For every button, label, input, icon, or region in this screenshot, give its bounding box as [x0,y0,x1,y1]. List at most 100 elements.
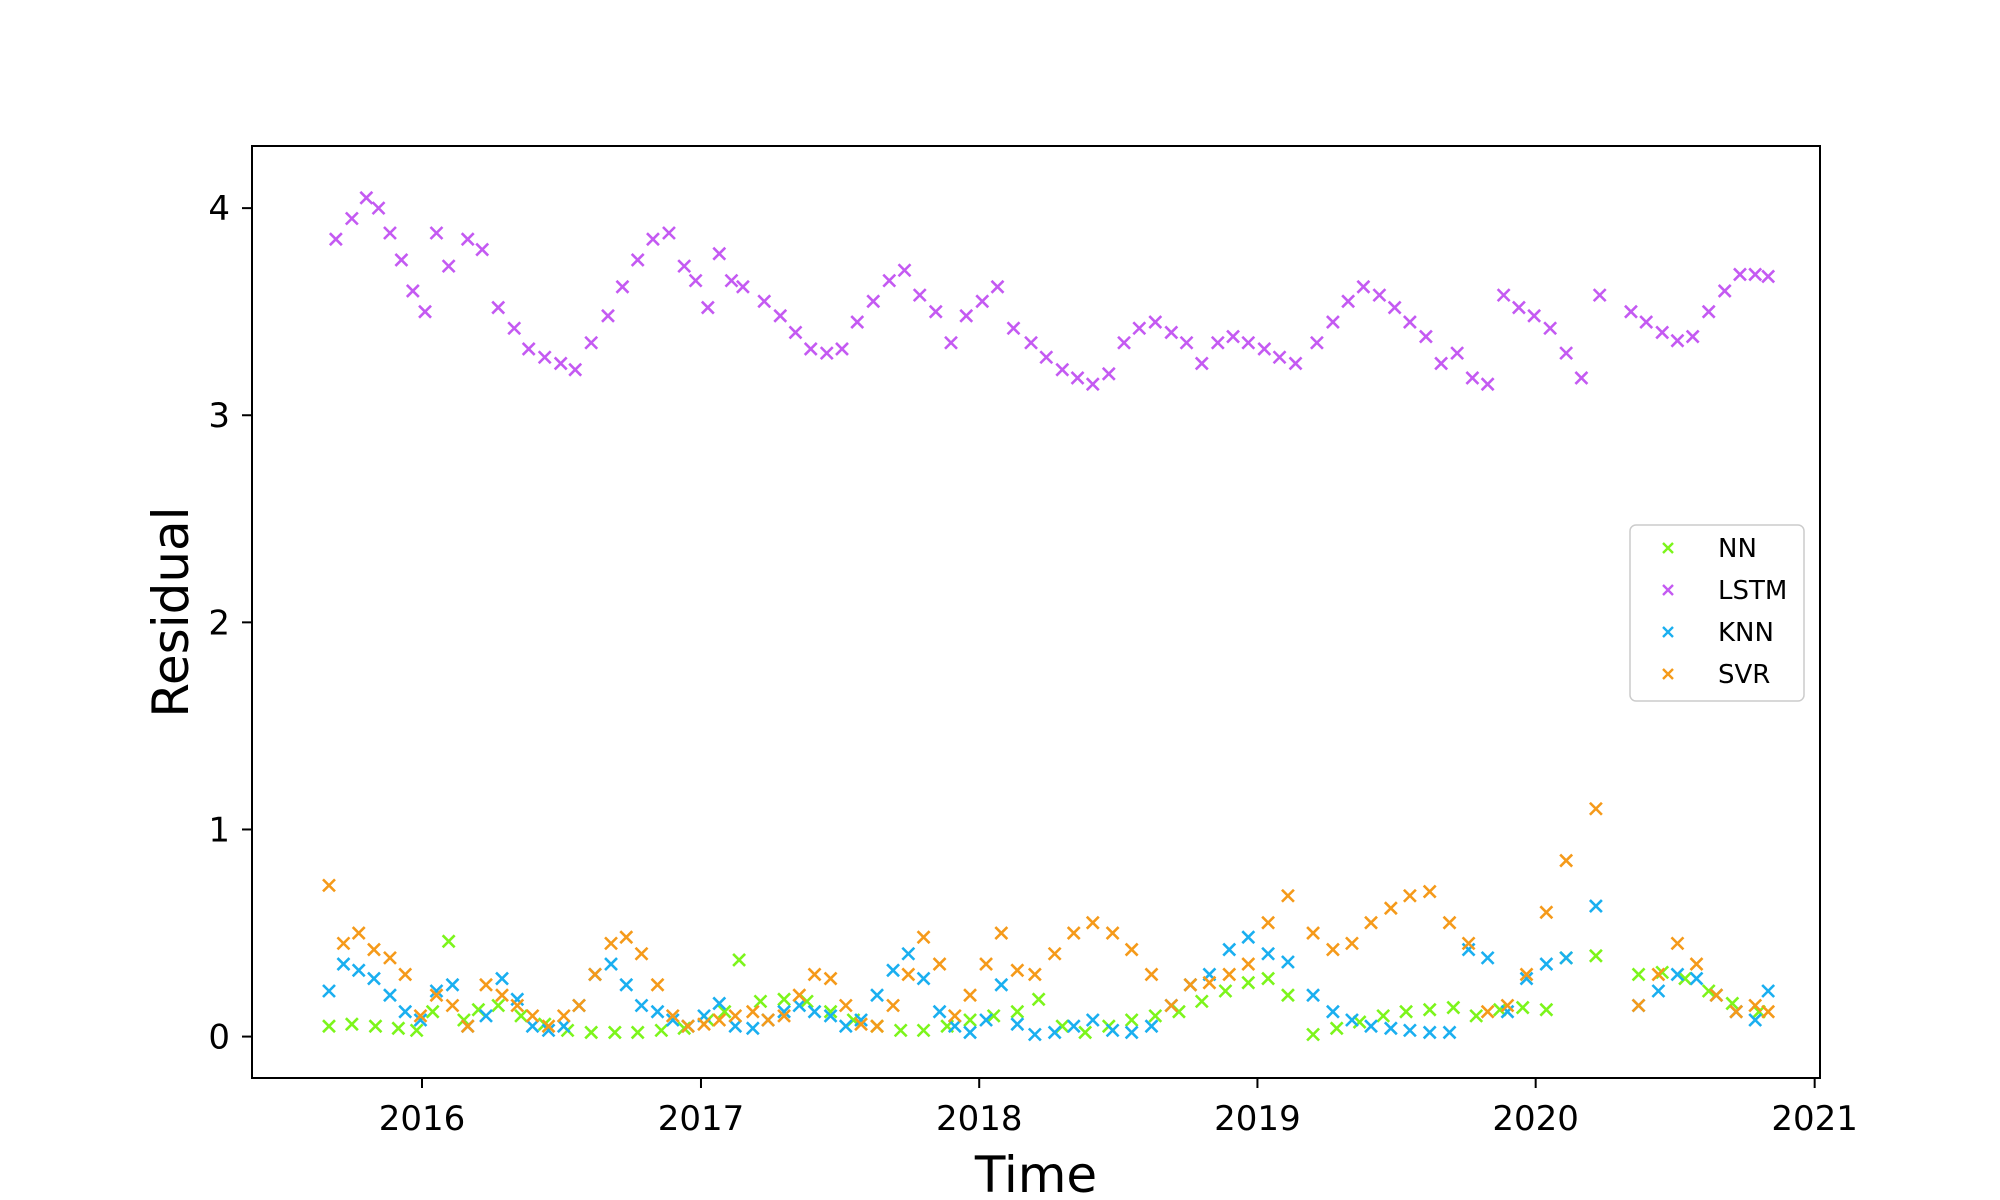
point-svr [1761,1004,1776,1019]
point-lstm [1418,329,1433,344]
point-lstm [1101,366,1116,381]
point-svr [1144,967,1159,982]
point-svr [947,1008,962,1023]
point-nn [344,1017,359,1032]
point-knn [1670,967,1685,982]
point-svr [823,971,838,986]
legend-marker-lstm [1662,584,1674,596]
point-svr [495,988,509,1003]
point-knn [1588,899,1603,914]
point-lstm [601,308,615,323]
point-knn [1539,957,1554,972]
point-knn [1651,984,1666,998]
point-nn [823,1004,838,1019]
legend-label-lstm: LSTM [1718,576,1787,606]
x-tick-label: 2018 [936,1099,1023,1139]
point-svr [1422,884,1437,899]
point-svr [1066,926,1081,940]
point-svr [979,957,993,972]
point-lstm [1132,321,1147,336]
point-svr [398,967,413,982]
point-knn [1124,1025,1139,1040]
point-knn [994,977,1009,992]
point-lstm [491,300,506,315]
point-knn [745,1021,760,1036]
point-knn [901,946,916,961]
point-svr [870,1019,884,1034]
point-svr [1124,942,1139,957]
point-lstm [688,273,703,288]
point-svr [1281,888,1295,903]
point-svr [1202,975,1217,990]
point-lstm [677,259,692,274]
point-knn [525,1019,540,1034]
point-lstm [1055,362,1070,377]
y-tick-label: 0 [208,1018,230,1058]
point-lstm [1387,300,1402,315]
point-lstm [662,226,676,240]
point-lstm [803,342,818,356]
point-svr [619,930,634,945]
point-knn [322,984,336,998]
point-svr [1559,853,1574,868]
point-lstm [866,294,881,309]
point-lstm [912,288,927,303]
point-svr [1010,963,1025,978]
point-svr [588,967,602,982]
point-svr [1085,915,1100,930]
point-nn [441,934,456,949]
point-lstm [1309,335,1324,350]
point-knn [807,1004,822,1019]
point-svr [1364,915,1378,930]
point-svr [697,1017,711,1032]
point-svr [510,998,525,1013]
point-lstm [1226,329,1240,344]
point-lstm [371,201,386,216]
point-lstm [1085,377,1100,392]
point-nn [1376,1008,1391,1023]
point-lstm [1210,335,1225,350]
point-lstm [537,350,552,365]
point-svr [932,957,947,972]
point-lstm [521,342,536,356]
point-svr [1748,998,1763,1013]
point-svr [807,967,822,982]
legend-box [1629,524,1805,702]
point-lstm [1717,284,1732,298]
point-nn [368,1019,383,1034]
point-knn [838,1019,853,1034]
point-svr [1345,936,1359,951]
point-knn [1241,930,1256,945]
point-knn [479,1008,493,1023]
point-nn [916,1023,931,1038]
point-lstm [1257,342,1272,356]
point-nn [1261,971,1276,986]
point-svr [1442,915,1457,930]
point-svr [1539,905,1554,920]
point-knn [445,977,460,992]
point-nn [963,1013,977,1027]
point-knn [367,971,381,986]
point-lstm [1465,371,1480,385]
point-svr [1183,977,1198,992]
legend-label-svr: SVR [1718,660,1770,690]
point-svr [604,936,618,951]
point-svr [367,942,381,957]
point-lstm [1341,294,1356,309]
point-knn [1261,946,1276,961]
point-lstm [835,342,849,356]
point-knn [665,1013,680,1027]
point-knn [1222,942,1237,957]
point-knn [495,971,509,986]
point-knn [650,1004,665,1019]
point-lstm [788,325,803,340]
point-knn [1519,971,1534,986]
point-knn [1085,1013,1100,1027]
point-knn [429,984,444,998]
point-lstm [735,279,750,294]
point-lstm [429,226,444,240]
point-lstm [700,300,715,315]
point-nn [409,1023,424,1038]
point-svr [1047,946,1062,961]
